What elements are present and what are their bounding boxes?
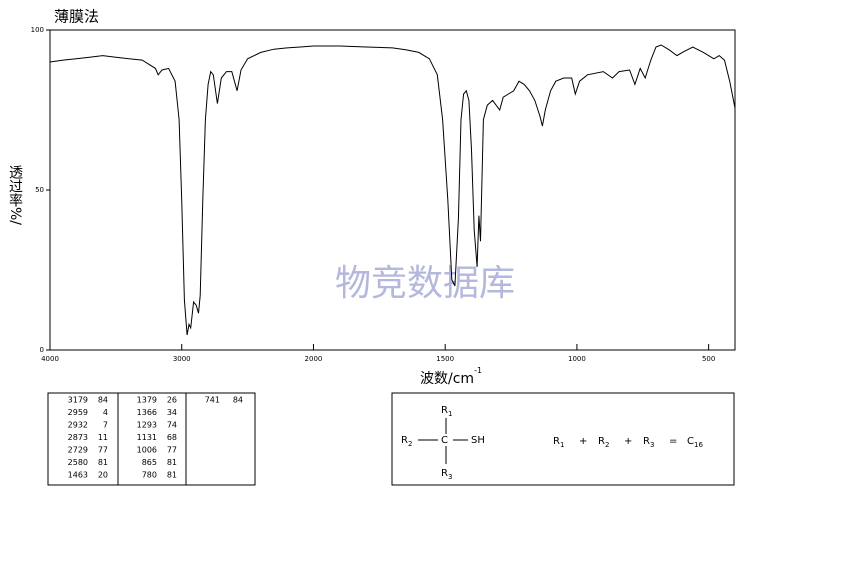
formula-term: C16 — [687, 436, 703, 449]
peak-transmittance: 84 — [98, 396, 108, 405]
formula-term-main: = — [669, 436, 677, 447]
r2-sub: 2 — [408, 440, 412, 448]
formula-term-main: R — [553, 436, 560, 447]
x-axis-label: 波数/cm-1 — [420, 366, 482, 388]
formula-term: R3 — [643, 436, 654, 449]
formula-term-sub: 1 — [560, 441, 564, 449]
formula-term: + — [579, 436, 587, 447]
peak-wavenumber: 2959 — [68, 408, 88, 417]
formula-term-main: R — [643, 436, 650, 447]
x-label-text: 波数/cm — [420, 371, 474, 387]
y-tick-label: 50 — [35, 186, 44, 194]
peak-wavenumber: 1463 — [68, 471, 88, 480]
peak-transmittance: 77 — [98, 446, 108, 455]
structure-box — [391, 392, 735, 486]
chart-title: 薄膜法 — [54, 8, 99, 26]
r1-sub: 1 — [448, 410, 452, 418]
peak-wavenumber: 865 — [142, 458, 157, 467]
peak-wavenumber: 1293 — [137, 421, 157, 430]
formula-term-main: + — [579, 436, 587, 447]
peak-transmittance: 77 — [167, 446, 177, 455]
peak-transmittance: 84 — [233, 396, 243, 405]
formula-term-sub: 3 — [650, 441, 654, 449]
x-tick-label: 1000 — [568, 355, 586, 363]
r1: R1 — [441, 405, 452, 418]
watermark: 物竞数据库 — [335, 263, 515, 304]
x-label-sup: -1 — [474, 366, 482, 375]
peak-wavenumber: 1131 — [137, 433, 157, 442]
peak-transmittance: 34 — [167, 408, 177, 417]
peak-wavenumber: 1379 — [137, 396, 157, 405]
y-tick-label: 100 — [31, 26, 44, 34]
r2-main: R — [401, 435, 408, 446]
center-atom: C — [441, 435, 448, 446]
peak-transmittance: 20 — [98, 471, 108, 480]
x-tick-label: 2000 — [305, 355, 323, 363]
peak-wavenumber: 2932 — [68, 421, 88, 430]
peak-wavenumber: 2729 — [68, 446, 88, 455]
peak-wavenumber: 3179 — [68, 396, 88, 405]
r3-main: R — [441, 468, 448, 479]
peak-transmittance: 81 — [98, 458, 108, 467]
r3-sub: 3 — [448, 473, 452, 481]
peak-transmittance: 11 — [98, 433, 108, 442]
peak-transmittance: 81 — [167, 458, 177, 467]
y-axis-label: 透过率%/ — [7, 165, 23, 226]
formula-term-main: R — [598, 436, 605, 447]
peak-transmittance: 68 — [167, 433, 177, 442]
peak-transmittance: 81 — [167, 471, 177, 480]
formula-term-main: C — [687, 436, 694, 447]
x-tick-label: 500 — [702, 355, 715, 363]
formula-term-sub: 16 — [694, 441, 703, 449]
x-tick-label: 4000 — [41, 355, 59, 363]
formula-term: R1 — [553, 436, 564, 449]
r2: R2 — [401, 435, 412, 448]
peak-wavenumber: 780 — [142, 471, 157, 480]
peak-transmittance: 26 — [167, 396, 177, 405]
formula-term: R2 — [598, 436, 609, 449]
x-tick-label: 3000 — [173, 355, 191, 363]
peak-table — [47, 392, 256, 486]
formula-term-main: + — [624, 436, 632, 447]
thiol: SH — [471, 435, 485, 446]
formula-term: = — [669, 436, 677, 447]
peak-wavenumber: 1366 — [137, 408, 157, 417]
peak-transmittance: 4 — [103, 408, 108, 417]
peak-wavenumber: 2873 — [68, 433, 88, 442]
r3: R3 — [441, 468, 452, 481]
y-tick-label: 0 — [40, 346, 44, 354]
r1-main: R — [441, 405, 448, 416]
x-tick-label: 1500 — [436, 355, 454, 363]
spectrum-line — [49, 44, 736, 336]
peak-wavenumber: 741 — [205, 396, 220, 405]
peak-transmittance: 74 — [167, 421, 177, 430]
peak-transmittance: 7 — [103, 421, 108, 430]
peak-wavenumber: 2580 — [68, 458, 88, 467]
formula-term-sub: 2 — [605, 441, 609, 449]
formula-term: + — [624, 436, 632, 447]
peak-wavenumber: 1006 — [137, 446, 157, 455]
